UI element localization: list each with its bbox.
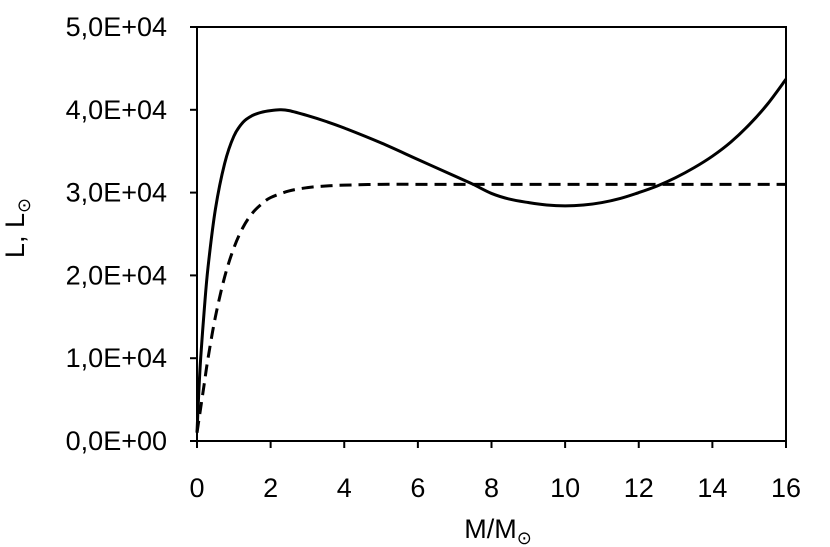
y-axis-title-sub: ⊙ xyxy=(14,198,34,213)
y-tick-label: 3,0E+04 xyxy=(66,178,167,208)
x-tick-label: 16 xyxy=(771,473,801,503)
series-line-dashed xyxy=(195,182,786,433)
x-tick-label: 8 xyxy=(484,473,499,503)
x-axis-title-text: M/M xyxy=(464,514,516,544)
y-axis-tick-labels: 0,0E+00 1,0E+04 2,0E+04 3,0E+04 4,0E+04 5,0E+… xyxy=(66,12,167,456)
y-axis-title-text: L, L xyxy=(0,213,30,258)
x-axis-tick-labels: 0 2 4 6 8 10 12 14 16 xyxy=(189,473,801,503)
x-tick-label: 14 xyxy=(697,473,727,503)
y-tick-label: 0,0E+00 xyxy=(66,426,167,456)
series-line-solid xyxy=(195,78,788,433)
x-tick-label: 6 xyxy=(410,473,425,503)
x-tick-label: 4 xyxy=(337,473,352,503)
x-axis-title-sub: ⊙ xyxy=(517,528,532,547)
x-axis-title: M/M⊙ xyxy=(464,514,532,547)
x-tick-label: 0 xyxy=(189,473,204,503)
y-tick-label: 5,0E+04 xyxy=(66,12,167,42)
x-tick-label: 2 xyxy=(263,473,278,503)
y-tick-label: 1,0E+04 xyxy=(66,343,167,373)
series-layer xyxy=(195,78,788,433)
y-axis-title: L, L⊙ xyxy=(0,198,34,258)
x-tick-label: 12 xyxy=(624,473,654,503)
x-axis-ticks xyxy=(196,441,787,448)
plot-frame xyxy=(196,26,787,442)
y-axis-ticks xyxy=(190,26,197,442)
y-tick-label: 4,0E+04 xyxy=(66,95,167,125)
x-tick-label: 10 xyxy=(550,473,580,503)
y-tick-label: 2,0E+04 xyxy=(66,260,167,290)
